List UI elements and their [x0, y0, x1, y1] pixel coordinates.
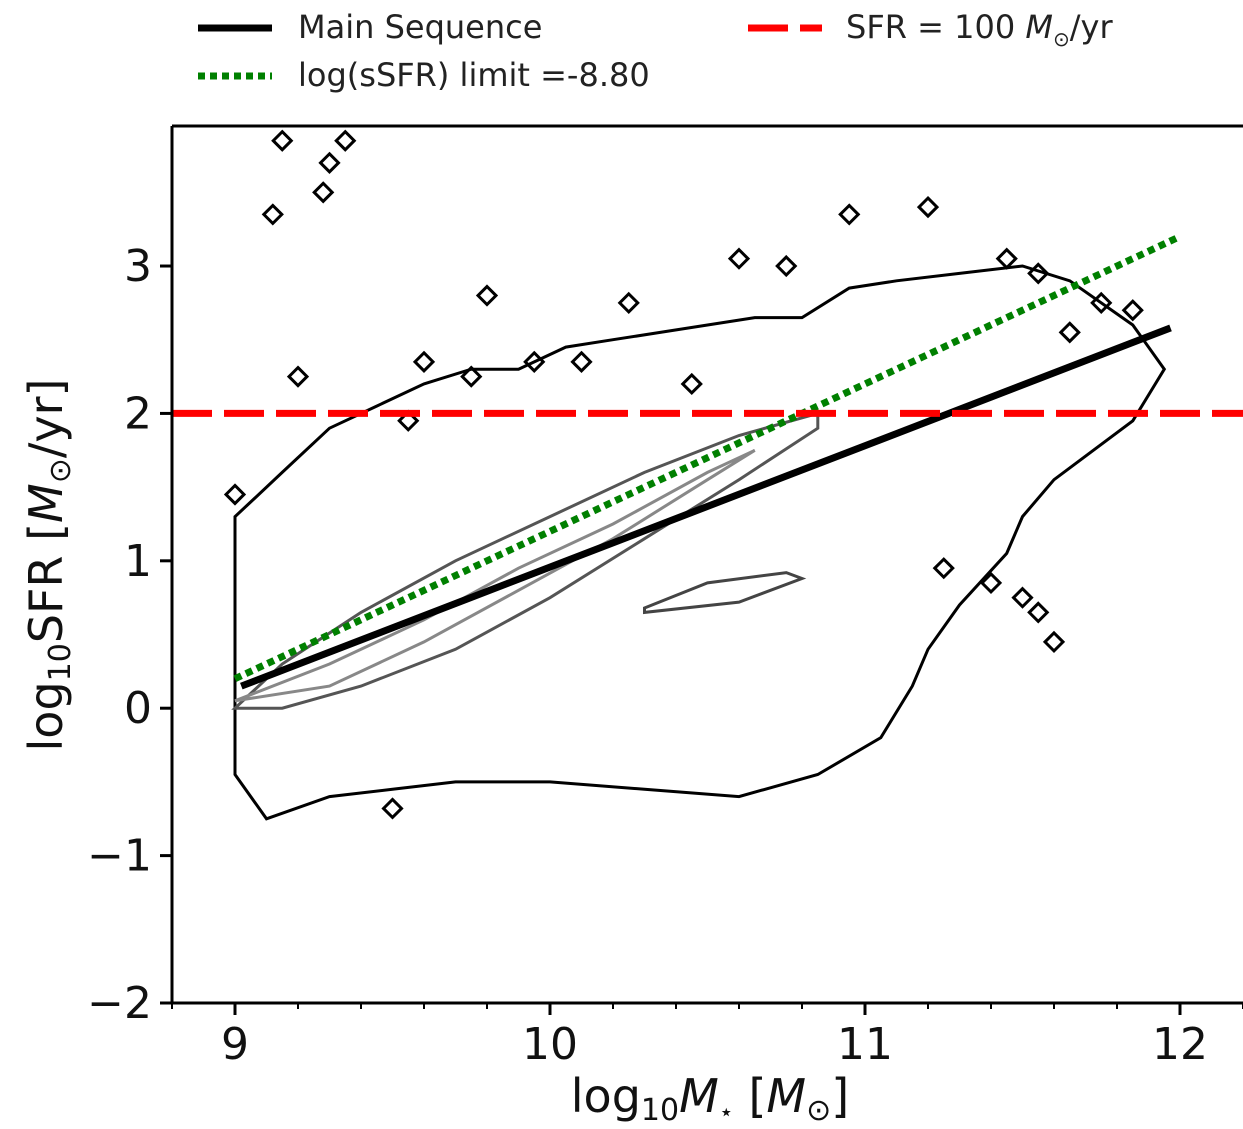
outlier-marker — [995, 247, 1018, 270]
legend-sfr-unit-symbol: M — [1025, 8, 1053, 46]
density-contours — [231, 264, 1167, 821]
outlier-marker — [1090, 291, 1113, 314]
outlier-marker — [775, 254, 798, 278]
axes-frame — [170, 124, 1243, 1005]
outlier-marker — [318, 151, 341, 174]
y-axis-label: log10SFR [M⊙/yr] — [19, 379, 78, 752]
contour-inner — [234, 448, 756, 703]
contour-mid — [231, 411, 820, 710]
outlier-marker — [727, 247, 751, 270]
y-tick-label: 2 — [124, 388, 152, 439]
y-tick-label: −2 — [87, 978, 152, 1029]
outlier-marker — [617, 291, 640, 314]
outlier-marker — [412, 350, 436, 373]
legend-sfr-unit-sub: ⊙ — [1053, 27, 1070, 51]
legend-sfr-prefix: SFR = 100 — [846, 8, 1025, 46]
outlier-markers — [223, 129, 1144, 820]
y-tick-label: 0 — [124, 683, 152, 734]
x-label-unit-close: ] — [831, 1069, 849, 1123]
outlier-marker — [1011, 586, 1034, 609]
outlier-marker — [460, 365, 483, 388]
outlier-marker — [1027, 601, 1050, 624]
series-line-line-solid — [240, 324, 1172, 690]
x-label-var-sub: ⋆ — [719, 1098, 734, 1126]
outlier-marker — [334, 129, 357, 152]
legend-main-sequence-label: Main Sequence — [298, 8, 542, 46]
outlier-marker — [381, 797, 404, 820]
outlier-marker — [286, 365, 310, 388]
outlier-marker — [570, 350, 593, 373]
y-label-suffix: /yr] — [19, 379, 73, 459]
outlier-marker — [1058, 321, 1081, 344]
outlier-marker — [680, 372, 703, 396]
y-tick-label: 3 — [124, 241, 152, 292]
legend-sfr-suffix: /yr — [1070, 8, 1114, 46]
x-label-sub: 10 — [641, 1093, 679, 1128]
legend-sfr-100-label: SFR = 100 M⊙/yr — [846, 8, 1113, 51]
y-tick-label: −1 — [87, 831, 152, 882]
x-label-unit-sub: ⊙ — [806, 1093, 831, 1128]
series-line-line-dotted — [233, 233, 1182, 682]
y-label-sub: 10 — [43, 643, 78, 681]
x-tick-label: 10 — [522, 1019, 578, 1070]
outlier-marker — [475, 284, 499, 307]
x-label-prefix: log — [571, 1069, 641, 1123]
x-label-unit-open: [ — [734, 1069, 767, 1123]
series-lines — [172, 233, 1243, 690]
outlier-marker — [261, 203, 284, 226]
outlier-marker — [979, 571, 1003, 595]
outlier-marker — [223, 483, 247, 506]
y-label-unit: M — [19, 483, 73, 523]
legend-ssfr-limit-label: log(sSFR) limit =-8.80 — [298, 56, 650, 94]
legend: Main Sequence log(sSFR) limit =-8.80 SFR… — [198, 8, 1113, 94]
x-label-var: M — [679, 1069, 719, 1123]
outlier-marker — [838, 203, 861, 226]
x-tick-label: 11 — [837, 1019, 893, 1070]
contour-outer — [233, 264, 1167, 821]
y-label-main: SFR [ — [19, 523, 73, 643]
y-label-prefix: log — [19, 681, 73, 751]
y-tick-label: 1 — [124, 536, 152, 587]
y-label-unit-sub: ⊙ — [43, 458, 78, 483]
outlier-marker — [312, 181, 335, 204]
x-tick-label: 9 — [221, 1019, 249, 1070]
outlier-marker — [916, 195, 940, 219]
contour-blob — [643, 571, 807, 615]
outlier-marker — [1121, 299, 1144, 322]
outlier-marker — [932, 557, 955, 580]
outlier-marker — [271, 129, 294, 152]
outlier-marker — [1027, 262, 1050, 285]
outlier-marker — [397, 409, 420, 432]
x-label-unit: M — [766, 1069, 806, 1123]
x-tick-label: 12 — [1152, 1019, 1208, 1070]
x-axis-label: log10M⋆ [M⊙] — [571, 1069, 849, 1128]
outlier-marker — [1042, 630, 1066, 654]
outlier-marker — [523, 350, 546, 373]
